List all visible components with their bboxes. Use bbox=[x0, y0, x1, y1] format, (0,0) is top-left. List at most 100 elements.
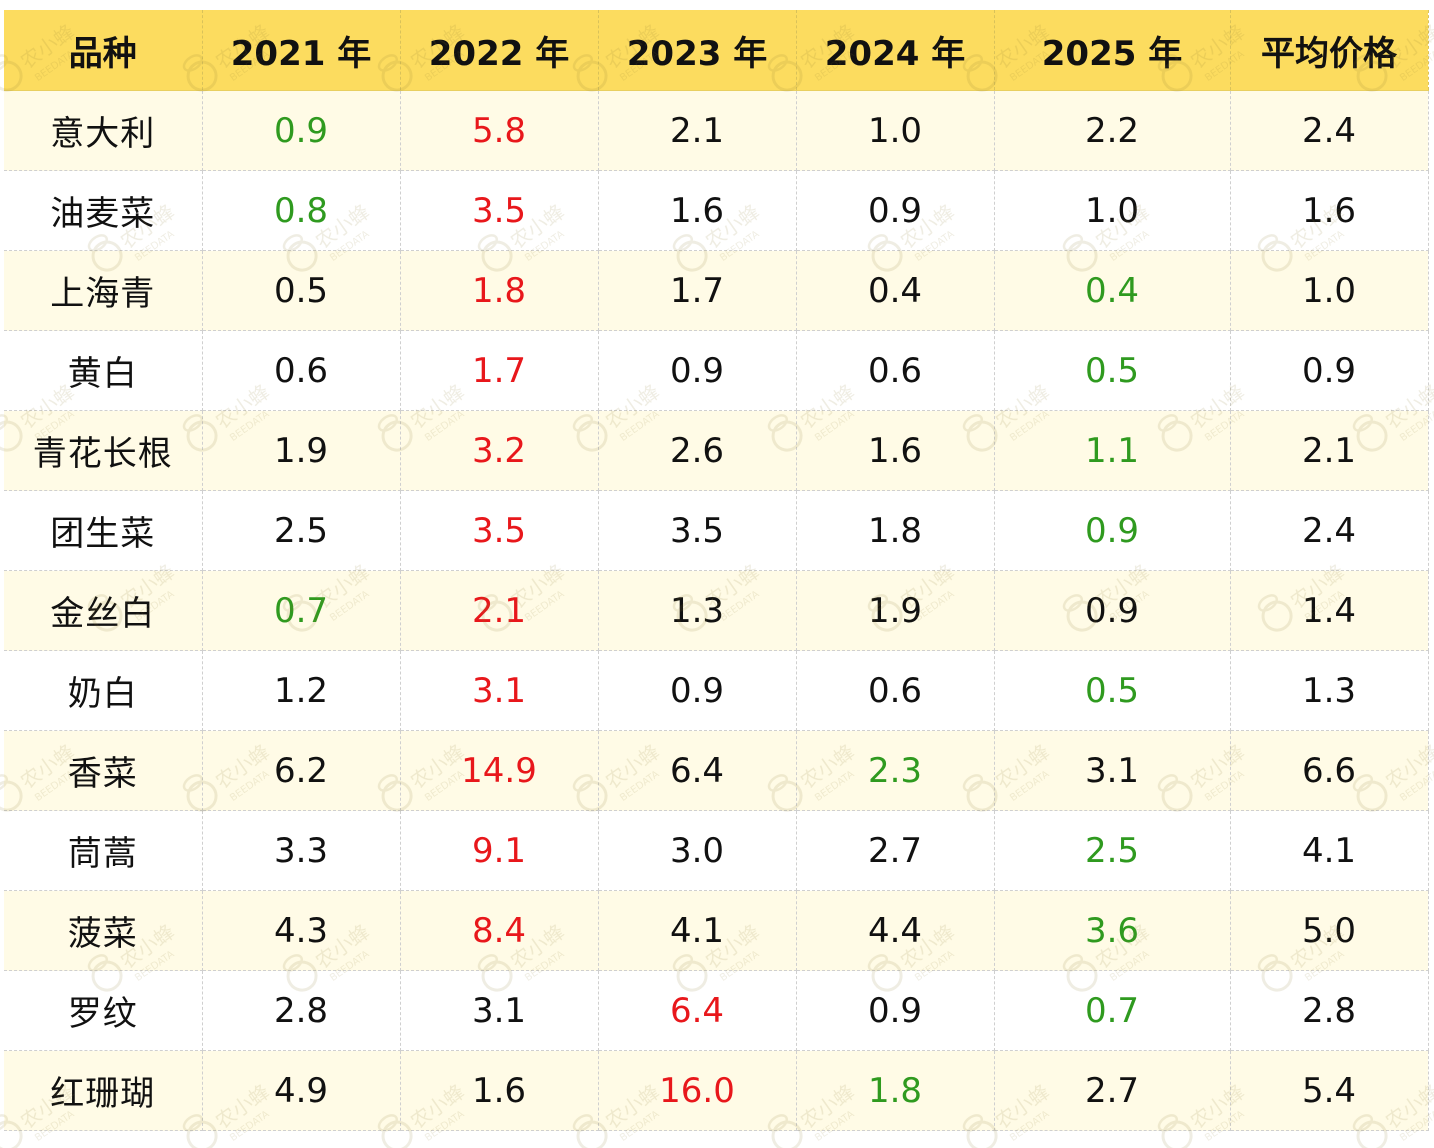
table-row: 黄白 0.6 1.7 0.9 0.6 0.5 0.9 bbox=[4, 330, 1429, 411]
variety-name-cell: 团生菜 bbox=[4, 490, 203, 571]
value-2025-cell: 1.1 bbox=[994, 410, 1231, 491]
value-2022-cell: 9.1 bbox=[400, 810, 599, 891]
value-2024-cell: 0.9 bbox=[796, 170, 995, 251]
table-row: 菠菜 4.3 8.4 4.1 4.4 3.6 5.0 bbox=[4, 890, 1429, 971]
value-2022-cell: 3.1 bbox=[400, 650, 599, 731]
table-row: 油麦菜 0.8 3.5 1.6 0.9 1.0 1.6 bbox=[4, 170, 1429, 251]
value-average-cell: 1.6 bbox=[1230, 170, 1429, 251]
table-row: 青花长根 1.9 3.2 2.6 1.6 1.1 2.1 bbox=[4, 410, 1429, 491]
value-average-cell: 6.6 bbox=[1230, 730, 1429, 811]
value-2025-cell: 2.7 bbox=[994, 1050, 1231, 1131]
table-row: 香菜 6.2 14.9 6.4 2.3 3.1 6.6 bbox=[4, 730, 1429, 811]
header-average-price: 平均价格 bbox=[1230, 10, 1429, 91]
value-2021-cell: 2.8 bbox=[202, 970, 401, 1051]
value-2024-cell: 2.3 bbox=[796, 730, 995, 811]
value-average-cell: 1.4 bbox=[1230, 570, 1429, 651]
value-2025-cell: 0.9 bbox=[994, 570, 1231, 651]
table-row: 团生菜 2.5 3.5 3.5 1.8 0.9 2.4 bbox=[4, 490, 1429, 571]
table-row: 奶白 1.2 3.1 0.9 0.6 0.5 1.3 bbox=[4, 650, 1429, 731]
value-average-cell: 5.4 bbox=[1230, 1050, 1429, 1131]
value-2021-cell: 2.5 bbox=[202, 490, 401, 571]
value-2021-cell: 3.3 bbox=[202, 810, 401, 891]
value-2022-cell: 1.6 bbox=[400, 1050, 599, 1131]
value-2024-cell: 1.6 bbox=[796, 410, 995, 491]
value-2021-cell: 0.6 bbox=[202, 330, 401, 411]
value-2021-cell: 0.8 bbox=[202, 170, 401, 251]
value-2023-cell: 1.6 bbox=[598, 170, 797, 251]
variety-name-cell: 青花长根 bbox=[4, 410, 203, 491]
value-2021-cell: 0.7 bbox=[202, 570, 401, 651]
price-table-sheet: 品种 2021 年 2022 年 2023 年 2024 年 2025 年 平均… bbox=[4, 10, 1430, 1131]
value-2021-cell: 6.2 bbox=[202, 730, 401, 811]
header-2022: 2022 年 bbox=[400, 10, 599, 91]
value-2023-cell: 1.7 bbox=[598, 250, 797, 331]
table-row: 意大利 0.9 5.8 2.1 1.0 2.2 2.4 bbox=[4, 90, 1429, 171]
value-average-cell: 5.0 bbox=[1230, 890, 1429, 971]
header-2024: 2024 年 bbox=[796, 10, 995, 91]
value-2021-cell: 0.9 bbox=[202, 90, 401, 171]
variety-name-cell: 油麦菜 bbox=[4, 170, 203, 251]
value-average-cell: 4.1 bbox=[1230, 810, 1429, 891]
value-2022-cell: 3.1 bbox=[400, 970, 599, 1051]
variety-name-cell: 菠菜 bbox=[4, 890, 203, 971]
header-variety: 品种 bbox=[4, 10, 203, 91]
value-2024-cell: 0.4 bbox=[796, 250, 995, 331]
value-2024-cell: 0.9 bbox=[796, 970, 995, 1051]
value-2023-cell: 6.4 bbox=[598, 730, 797, 811]
value-2023-cell: 0.9 bbox=[598, 330, 797, 411]
value-average-cell: 2.4 bbox=[1230, 90, 1429, 171]
value-average-cell: 2.4 bbox=[1230, 490, 1429, 571]
value-2022-cell: 3.5 bbox=[400, 490, 599, 571]
table-row: 茼蒿 3.3 9.1 3.0 2.7 2.5 4.1 bbox=[4, 810, 1429, 891]
value-2025-cell: 2.5 bbox=[994, 810, 1231, 891]
value-2021-cell: 1.2 bbox=[202, 650, 401, 731]
value-2025-cell: 2.2 bbox=[994, 90, 1231, 171]
value-2023-cell: 16.0 bbox=[598, 1050, 797, 1131]
variety-name-cell: 茼蒿 bbox=[4, 810, 203, 891]
value-2025-cell: 0.5 bbox=[994, 650, 1231, 731]
value-2023-cell: 0.9 bbox=[598, 650, 797, 731]
variety-name-cell: 香菜 bbox=[4, 730, 203, 811]
value-2025-cell: 0.4 bbox=[994, 250, 1231, 331]
table-row: 金丝白 0.7 2.1 1.3 1.9 0.9 1.4 bbox=[4, 570, 1429, 651]
value-2022-cell: 1.8 bbox=[400, 250, 599, 331]
value-2023-cell: 4.1 bbox=[598, 890, 797, 971]
header-row: 品种 2021 年 2022 年 2023 年 2024 年 2025 年 平均… bbox=[4, 10, 1429, 91]
value-2022-cell: 5.8 bbox=[400, 90, 599, 171]
value-2023-cell: 2.6 bbox=[598, 410, 797, 491]
table-body: 意大利 0.9 5.8 2.1 1.0 2.2 2.4 油麦菜 0.8 3.5 1.6 0.9 1.0 1… bbox=[4, 90, 1429, 1131]
header-2023: 2023 年 bbox=[598, 10, 797, 91]
header-2025: 2025 年 bbox=[994, 10, 1231, 91]
value-2023-cell: 3.0 bbox=[598, 810, 797, 891]
value-2024-cell: 2.7 bbox=[796, 810, 995, 891]
value-2025-cell: 1.0 bbox=[994, 170, 1231, 251]
table-row: 上海青 0.5 1.8 1.7 0.4 0.4 1.0 bbox=[4, 250, 1429, 331]
value-2024-cell: 0.6 bbox=[796, 330, 995, 411]
value-2025-cell: 0.5 bbox=[994, 330, 1231, 411]
value-2021-cell: 1.9 bbox=[202, 410, 401, 491]
value-average-cell: 2.8 bbox=[1230, 970, 1429, 1051]
table-row: 罗纹 2.8 3.1 6.4 0.9 0.7 2.8 bbox=[4, 970, 1429, 1051]
table-row: 红珊瑚 4.9 1.6 16.0 1.8 2.7 5.4 bbox=[4, 1050, 1429, 1131]
value-2021-cell: 4.3 bbox=[202, 890, 401, 971]
value-2025-cell: 3.6 bbox=[994, 890, 1231, 971]
value-2023-cell: 3.5 bbox=[598, 490, 797, 571]
value-2022-cell: 3.2 bbox=[400, 410, 599, 491]
value-average-cell: 2.1 bbox=[1230, 410, 1429, 491]
value-2022-cell: 8.4 bbox=[400, 890, 599, 971]
value-average-cell: 1.3 bbox=[1230, 650, 1429, 731]
variety-name-cell: 黄白 bbox=[4, 330, 203, 411]
variety-name-cell: 金丝白 bbox=[4, 570, 203, 651]
value-2024-cell: 1.8 bbox=[796, 1050, 995, 1131]
value-2023-cell: 1.3 bbox=[598, 570, 797, 651]
value-2025-cell: 0.7 bbox=[994, 970, 1231, 1051]
value-2022-cell: 14.9 bbox=[400, 730, 599, 811]
value-2022-cell: 3.5 bbox=[400, 170, 599, 251]
value-average-cell: 0.9 bbox=[1230, 330, 1429, 411]
vegetable-price-table: 品种 2021 年 2022 年 2023 年 2024 年 2025 年 平均… bbox=[4, 10, 1429, 1131]
value-2022-cell: 1.7 bbox=[400, 330, 599, 411]
value-2025-cell: 3.1 bbox=[994, 730, 1231, 811]
value-2024-cell: 1.8 bbox=[796, 490, 995, 571]
variety-name-cell: 上海青 bbox=[4, 250, 203, 331]
value-2025-cell: 0.9 bbox=[994, 490, 1231, 571]
